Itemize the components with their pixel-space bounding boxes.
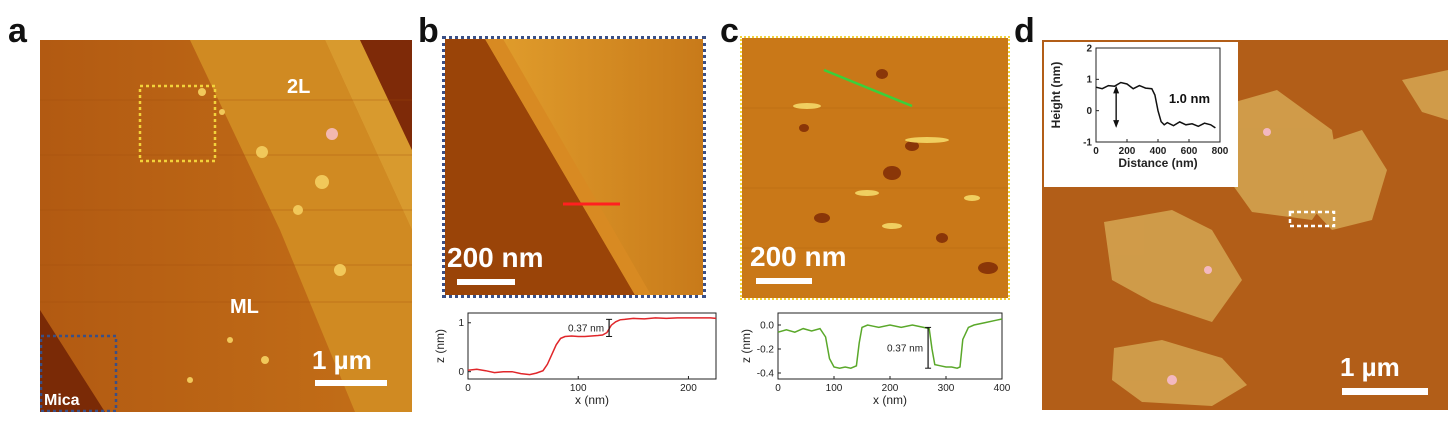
afm-topography-b bbox=[445, 39, 703, 295]
inset-chart-d: 0 200 400 600 800 -1 0 1 2 Distance (nm) Height (n… bbox=[1044, 42, 1238, 187]
afm-image-b: 200 nm bbox=[442, 36, 706, 298]
zoom-box-c bbox=[138, 84, 217, 163]
x-tick-label: 0 bbox=[465, 383, 471, 394]
x-axis-label: x (nm) bbox=[873, 393, 907, 407]
bilayer-region bbox=[190, 40, 412, 412]
mica-corner-bottom bbox=[40, 310, 105, 412]
afm-topography-a bbox=[40, 40, 412, 412]
panel-letter-a: a bbox=[8, 12, 27, 50]
afm-topography-c bbox=[742, 38, 1008, 298]
x-tick-label: 200 bbox=[1119, 146, 1136, 157]
scale-bar-a bbox=[315, 380, 387, 386]
scale-bar-c bbox=[756, 278, 812, 284]
plot-frame bbox=[467, 312, 717, 380]
profile-series-line bbox=[467, 317, 717, 376]
x-tick-label: 600 bbox=[1181, 146, 1198, 157]
mica-region-b bbox=[445, 39, 635, 295]
y-axis-label: Height (nm) bbox=[1049, 62, 1063, 129]
y-axis-label: z (nm) bbox=[740, 329, 753, 363]
afm-image-a: 2L ML Mica 1 µm bbox=[40, 40, 412, 412]
nanosheet-flakes bbox=[1104, 70, 1448, 406]
x-tick-label: 200 bbox=[680, 383, 697, 394]
x-axis-label: Distance (nm) bbox=[1118, 156, 1197, 170]
height-annotation: 1.0 nm bbox=[1169, 91, 1210, 106]
y-axis-label: z (nm) bbox=[433, 329, 447, 363]
x-tick-label: 200 bbox=[882, 383, 899, 394]
y-tick-label: 0 bbox=[458, 367, 464, 378]
profile-series-line bbox=[777, 318, 1003, 369]
afm-image-c: 200 nm bbox=[740, 36, 1010, 300]
label-2l: 2L bbox=[287, 76, 311, 98]
x-tick-label: 400 bbox=[1150, 146, 1167, 157]
scale-bar-label-b: 200 nm bbox=[447, 242, 544, 273]
x-axis-label: x (nm) bbox=[575, 393, 609, 407]
x-tick-label: 0 bbox=[775, 383, 781, 394]
profile-chart-b: 0 100 200 0 1 x (nm) z (nm) 0.37 nm bbox=[432, 305, 722, 417]
zoom-box-b bbox=[40, 334, 118, 412]
x-tick-label: 800 bbox=[1212, 146, 1229, 157]
x-tick-label: 100 bbox=[570, 383, 587, 394]
y-tick-label: 0 bbox=[1086, 106, 1092, 117]
arrow-head-down bbox=[1113, 120, 1120, 128]
y-tick-label: 2 bbox=[1086, 43, 1092, 54]
step-height-annotation: 0.37 nm bbox=[568, 324, 604, 335]
y-tick-label: 1 bbox=[458, 318, 464, 329]
x-tick-label: 100 bbox=[826, 383, 843, 394]
profile-series-line bbox=[1095, 81, 1216, 129]
y-tick-label: 0.0 bbox=[760, 320, 774, 331]
arrow-head-up bbox=[1113, 85, 1120, 94]
y-tick-label: -0.2 bbox=[757, 344, 775, 355]
vacancy-islands bbox=[799, 69, 998, 274]
panel-letter-b: b bbox=[418, 12, 439, 50]
scale-bar-b bbox=[457, 279, 515, 285]
x-tick-label: 0 bbox=[1093, 146, 1099, 157]
mica-corner-top bbox=[360, 40, 412, 150]
profile-chart-c: 0 100 200 300 400 0.0 -0.2 -0.4 x (nm) z (nm) 0.37… bbox=[740, 305, 1010, 417]
y-tick-label: -0.4 bbox=[757, 368, 775, 379]
step-height-annotation: 0.37 nm bbox=[887, 343, 923, 354]
scale-bar-d bbox=[1342, 388, 1428, 395]
profile-line-c bbox=[823, 68, 913, 108]
scale-bar-label-d: 1 µm bbox=[1340, 352, 1400, 382]
y-tick-label: 1 bbox=[1086, 75, 1092, 86]
label-mica: Mica bbox=[44, 392, 80, 409]
panel-letter-d: d bbox=[1014, 12, 1035, 50]
x-tick-label: 400 bbox=[994, 383, 1010, 394]
y-tick-label: -1 bbox=[1083, 137, 1092, 148]
scale-bar-label-a: 1 µm bbox=[312, 345, 372, 375]
x-tick-label: 300 bbox=[938, 383, 955, 394]
profile-box-d bbox=[1288, 210, 1336, 228]
label-ml: ML bbox=[230, 296, 259, 318]
panel-letter-c: c bbox=[720, 12, 739, 50]
scale-bar-label-c: 200 nm bbox=[750, 241, 847, 272]
